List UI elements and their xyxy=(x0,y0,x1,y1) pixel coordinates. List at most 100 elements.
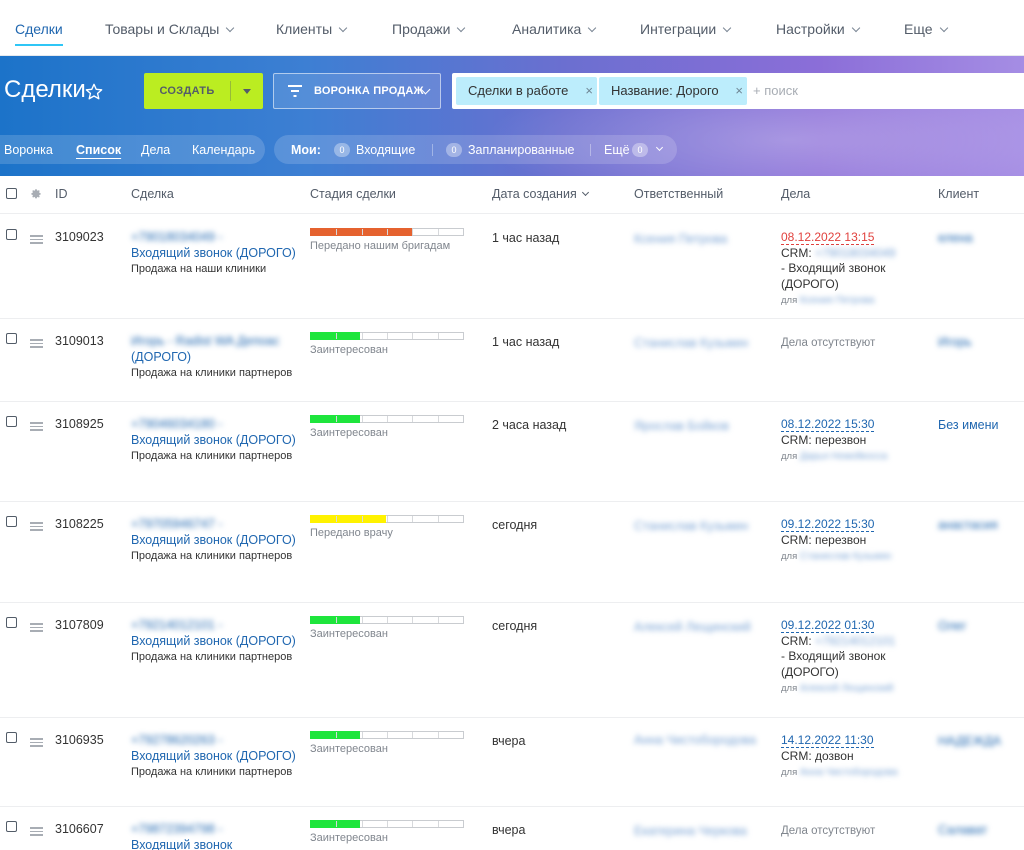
stage-cell[interactable]: Передано нашим бригадам xyxy=(310,228,464,252)
activity-deadline[interactable]: 08.12.2022 13:15 xyxy=(781,230,875,245)
deal-phone[interactable]: +79872394798 - xyxy=(131,822,223,836)
deal-title-link[interactable]: Входящий звонок (ДОРОГО) xyxy=(131,749,296,763)
responsible-name[interactable]: Станислав Кузьмин xyxy=(634,336,749,350)
stage-progress-bar[interactable] xyxy=(310,731,464,739)
table-row[interactable]: 3108925 +79046034180 - Входящий звонок (… xyxy=(0,402,1024,502)
view-tab-funnel[interactable]: Воронка xyxy=(4,143,53,157)
stage-cell[interactable]: Заинтересован xyxy=(310,616,464,640)
stage-cell[interactable]: Заинтересован xyxy=(310,820,464,844)
deal-title-link[interactable]: Входящий звонок (ДОРОГО) xyxy=(131,634,296,648)
drag-handle-icon[interactable] xyxy=(30,623,43,632)
deal-phone[interactable]: +79705946747 - xyxy=(131,517,223,531)
stage-progress-bar[interactable] xyxy=(310,820,464,828)
table-row[interactable]: 3108225 +79705946747 - Входящий звонок (… xyxy=(0,502,1024,603)
deal-phone[interactable]: +79018034049 - xyxy=(131,230,223,244)
column-header-id[interactable]: ID xyxy=(55,187,68,201)
client-link[interactable]: анастасия xyxy=(938,518,998,532)
activity-assignee-name[interactable]: Ксения Петрова xyxy=(799,295,875,306)
table-row[interactable]: 3106935 +79278620263 - Входящий звонок (… xyxy=(0,718,1024,807)
stage-progress-bar[interactable] xyxy=(310,228,464,236)
client-link[interactable]: Салават xyxy=(938,823,988,837)
activity-deadline[interactable]: 09.12.2022 15:30 xyxy=(781,517,875,532)
column-header-stage[interactable]: Стадия сделки xyxy=(310,187,396,201)
activity-assignee-name[interactable]: Алексей Лещинский xyxy=(799,683,894,694)
client-link[interactable]: елена xyxy=(938,231,973,245)
filter-chip-name[interactable]: Название: Дорого × xyxy=(599,77,747,105)
create-button[interactable]: СОЗДАТЬ xyxy=(144,73,263,109)
activity-assignee-name[interactable]: Дарья Нежейкосса xyxy=(799,451,888,462)
stage-cell[interactable]: Заинтересован xyxy=(310,332,464,356)
incoming-filter[interactable]: Входящие xyxy=(356,143,416,157)
row-checkbox[interactable] xyxy=(6,416,17,427)
nav-item-sales[interactable]: Продажи xyxy=(392,0,466,56)
row-checkbox[interactable] xyxy=(6,333,17,344)
create-dropdown-toggle[interactable] xyxy=(230,73,263,109)
table-row[interactable]: 3109013 Игорь - Radist WA Депоас (ДОРОГО… xyxy=(0,319,1024,402)
client-link[interactable]: Игорь xyxy=(938,335,972,349)
deal-title-link[interactable]: Входящий звонок (ДОРОГО) xyxy=(131,246,296,260)
view-tab-calendar[interactable]: Календарь xyxy=(192,143,256,157)
search-input[interactable]: + поиск xyxy=(753,83,798,98)
activity-deadline[interactable]: 08.12.2022 15:30 xyxy=(781,417,875,432)
activity-deadline[interactable]: 09.12.2022 01:30 xyxy=(781,618,875,633)
deal-phone[interactable]: +79278620263 - xyxy=(131,733,223,747)
drag-handle-icon[interactable] xyxy=(30,235,43,244)
drag-handle-icon[interactable] xyxy=(30,522,43,531)
nav-item-goods[interactable]: Товары и Склады xyxy=(105,0,235,56)
column-header-activities[interactable]: Дела xyxy=(781,187,811,201)
responsible-name[interactable]: Алексей Лещинский xyxy=(634,620,751,634)
column-header-deal[interactable]: Сделка xyxy=(131,187,174,201)
drag-handle-icon[interactable] xyxy=(30,738,43,747)
row-checkbox[interactable] xyxy=(6,732,17,743)
deal-title-link[interactable]: (ДОРОГО) xyxy=(131,350,192,364)
close-icon[interactable]: × xyxy=(735,83,743,98)
stage-cell[interactable]: Передано врачу xyxy=(310,515,464,539)
close-icon[interactable]: × xyxy=(585,83,593,98)
row-checkbox[interactable] xyxy=(6,516,17,527)
view-tab-activities[interactable]: Дела xyxy=(141,143,171,157)
column-header-created[interactable]: Дата создания xyxy=(492,176,589,212)
deal-title-link[interactable]: Входящий звонок (ДОРОГО) xyxy=(131,533,296,547)
nav-item-more[interactable]: Еще xyxy=(904,0,948,56)
deal-title-link[interactable]: Входящий звонок (ДОРОГО) xyxy=(131,433,296,447)
drag-handle-icon[interactable] xyxy=(30,422,43,431)
stage-cell[interactable]: Заинтересован xyxy=(310,731,464,755)
stage-progress-bar[interactable] xyxy=(310,515,464,523)
responsible-name[interactable]: Ярослав Бойков xyxy=(634,419,729,433)
row-checkbox[interactable] xyxy=(6,617,17,628)
nav-item-clients[interactable]: Клиенты xyxy=(276,0,348,56)
row-checkbox[interactable] xyxy=(6,229,17,240)
nav-item-settings[interactable]: Настройки xyxy=(776,0,860,56)
filter-chip-in-work[interactable]: Сделки в работе × xyxy=(456,77,597,105)
row-checkbox[interactable] xyxy=(6,821,17,832)
deal-phone[interactable]: +79214012101 - xyxy=(131,618,223,632)
client-link[interactable]: НАДЕЖДА xyxy=(938,734,1001,748)
table-row[interactable]: 3109023 +79018034049 - Входящий звонок (… xyxy=(0,215,1024,319)
more-filter[interactable]: Ещё xyxy=(604,143,630,157)
activity-deadline[interactable]: 14.12.2022 11:30 xyxy=(781,733,874,748)
table-row[interactable]: 3107809 +79214012101 - Входящий звонок (… xyxy=(0,603,1024,718)
chevron-down-icon[interactable] xyxy=(655,143,664,152)
client-link[interactable]: Олег xyxy=(938,619,967,633)
deal-title-link[interactable]: Входящий звонок xyxy=(131,838,233,850)
table-row[interactable]: 3106607 +79872394798 - Входящий звонок З… xyxy=(0,807,1024,850)
responsible-name[interactable]: Ксения Петрова xyxy=(634,232,728,246)
stage-progress-bar[interactable] xyxy=(310,616,464,624)
filter-search-bar[interactable]: Сделки в работе × Название: Дорого × + п… xyxy=(452,73,1024,109)
select-all-checkbox[interactable] xyxy=(6,188,17,199)
deal-phone[interactable]: +79046034180 - xyxy=(131,417,223,431)
drag-handle-icon[interactable] xyxy=(30,827,43,836)
client-link[interactable]: Без имени xyxy=(938,418,999,432)
view-tab-list[interactable]: Список xyxy=(76,143,122,157)
stage-progress-bar[interactable] xyxy=(310,332,464,340)
activity-assignee-name[interactable]: Станислав Кузьмин xyxy=(799,551,892,562)
responsible-name[interactable]: Екатерина Черкова xyxy=(634,824,747,838)
gear-icon[interactable] xyxy=(30,188,42,200)
column-header-client[interactable]: Клиент xyxy=(938,187,980,201)
planned-filter[interactable]: Запланированные xyxy=(468,143,575,157)
nav-item-deals[interactable]: Сделки xyxy=(15,0,63,56)
funnel-selector-button[interactable]: ВОРОНКА ПРОДАЖ xyxy=(273,73,441,109)
nav-item-analytics[interactable]: Аналитика xyxy=(512,0,597,56)
star-icon[interactable] xyxy=(84,82,104,102)
responsible-name[interactable]: Анна Чистобородова xyxy=(634,733,757,747)
